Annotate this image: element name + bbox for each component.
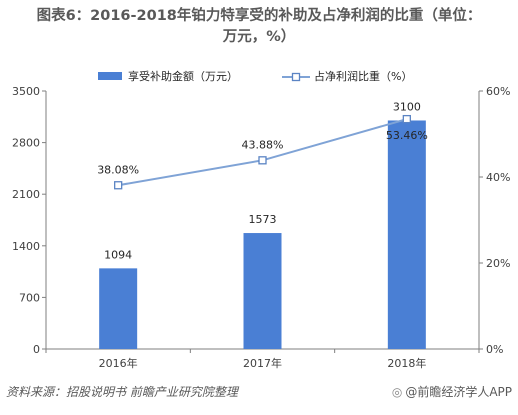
line-marker: [402, 114, 411, 124]
legend-bar-label: 享受补助金额（万元）: [128, 69, 238, 83]
y-right-tick-label: 0%: [486, 343, 503, 356]
x-tick-label: 2018年: [387, 356, 426, 370]
bar-value-label: 3100: [393, 100, 421, 113]
bar: [387, 120, 426, 349]
legend-line-label: 占净利润比重（%）: [314, 69, 412, 83]
y-left-tick-label: 3500: [12, 85, 40, 98]
source-note: 资料来源：招股说明书 前瞻产业研究院整理: [6, 385, 238, 399]
line-marker: [114, 181, 123, 190]
brand-logo-icon: ◎: [391, 385, 403, 399]
bar-value-label: 1573: [249, 213, 277, 226]
x-tick-label: 2016年: [99, 356, 138, 370]
y-left-tick-label: 0: [33, 343, 40, 356]
line-series: [117, 118, 408, 187]
y-left-tick-label: 1400: [12, 240, 40, 253]
bar-value-label: 1094: [104, 248, 132, 261]
y-right-tick-label: 20%: [486, 257, 510, 270]
brand-text: @前瞻经济学人APP: [405, 385, 512, 399]
chart-title-line1: 图表6：2016-2018年铂力特享受的补助及占净利润的比重（单位：: [36, 8, 482, 24]
y-right-tick-label: 40%: [486, 171, 510, 184]
y-right-tick-label: 60%: [486, 85, 510, 98]
bar: [243, 233, 282, 349]
y-left-tick-label: 2800: [12, 137, 40, 150]
chart-title-line2: 万元，%）: [222, 29, 296, 45]
line-marker: [258, 156, 267, 165]
y-left-tick-label: 2100: [12, 188, 40, 201]
legend-bar-swatch: [98, 72, 122, 80]
legend-line-marker: [291, 72, 301, 82]
x-tick-label: 2017年: [243, 356, 282, 370]
line-value-label: 43.88%: [242, 138, 284, 151]
y-left-tick-label: 700: [19, 291, 40, 304]
line-value-label: 53.46%: [386, 129, 428, 142]
line-value-label: 38.08%: [97, 163, 139, 176]
chart-title: 图表6：2016-2018年铂力特享受的补助及占净利润的比重（单位： 万元，%）: [0, 6, 518, 48]
brand-watermark: ◎ @前瞻经济学人APP: [392, 383, 512, 400]
bar: [99, 268, 138, 349]
